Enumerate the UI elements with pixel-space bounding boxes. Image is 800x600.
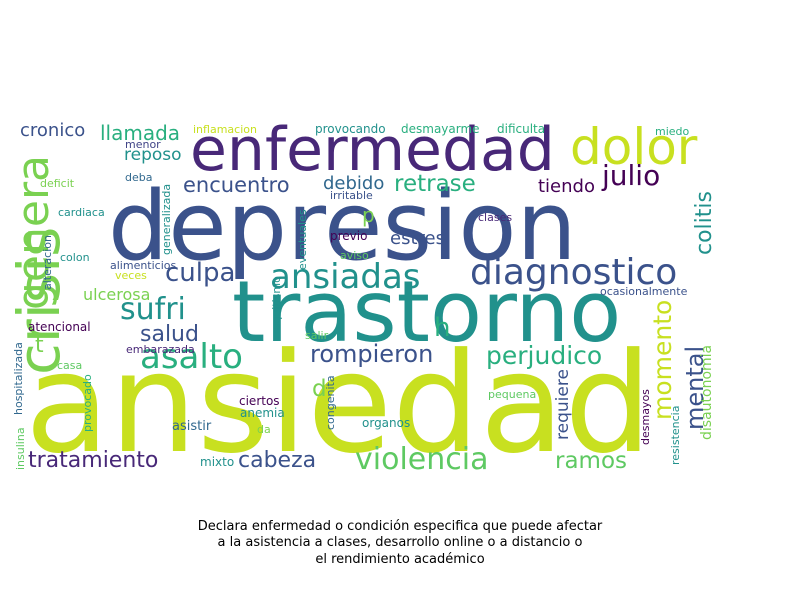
word: cronico [20,120,86,141]
word: cabeza [238,448,317,473]
word: enfermedad [190,115,555,185]
word: alteracion [41,235,54,290]
word: inflamacion [193,123,257,136]
word: h [434,313,451,343]
word: insulina [14,427,27,470]
word: aviso [340,249,369,262]
word: pequena [488,388,537,401]
word: eventuales [296,209,309,270]
word: clases [478,211,513,224]
word: tratamiento [28,448,159,473]
word: dolor [570,118,698,176]
word: organos [362,416,411,430]
word: mixto [200,455,235,469]
word: salir [305,329,329,342]
word: casa [57,359,83,372]
word: depresion [108,172,577,282]
word: ansiadas [270,257,421,297]
word: diagnostico [470,252,678,293]
word: rompieron [310,340,434,368]
word: llamada [100,121,181,145]
word: colon [60,251,90,264]
word: momento [648,299,677,420]
word: veces [115,269,147,282]
word: resistencia [669,405,682,465]
word: deficit [40,177,75,190]
word: disautonomia [699,344,715,440]
word: generalizada [160,183,173,255]
word: retrase [394,171,476,197]
word: provocado [81,374,94,432]
word: requiere [553,369,573,440]
caption-line: a la asistencia a clases, desarrollo onl… [217,535,583,551]
word: asalto [140,337,243,377]
figure-caption: Declara enfermedad o condición especific… [100,519,700,568]
word: raquitismo [270,276,283,335]
word: debido [323,173,385,194]
word: t [35,333,44,358]
word: da [257,423,271,436]
word: irritable [330,189,373,202]
word: atencional [28,320,91,334]
word: ciertos [239,394,280,408]
word: dificulta [497,122,546,136]
word: hospitalizada [12,342,25,415]
word: julio [602,159,661,192]
word: desmayarme [401,122,480,136]
word: anemia [240,406,285,420]
word: cardiaca [58,206,105,219]
word: deba [125,171,153,184]
word: p [362,203,375,227]
word: culpa [165,258,236,288]
word: provocando [315,122,386,136]
word: ulcerosa [83,285,151,304]
word: reposo [124,145,182,165]
word: desmayos [639,389,652,445]
caption-line: el rendimiento académico [315,551,485,567]
word: alimenticios [110,259,177,272]
word: congenita [324,375,337,430]
word: miedo [655,125,690,138]
word: ramos [555,448,628,474]
word: d [312,376,327,402]
word: sufri [120,292,186,327]
word: encuentro [183,173,290,197]
word: estres [390,228,445,249]
word: violencia [355,442,489,477]
word: embarazada [126,343,195,356]
word: colitis [692,191,717,255]
word: salud [140,322,199,347]
word: tiendo [538,176,595,197]
word: ocasionalmente [600,285,688,298]
word: previo [330,229,368,243]
word: perjudico [486,341,603,370]
word: trastorno [232,263,622,362]
caption-line: Declara enfermedad o condición especific… [197,519,603,534]
word: menor [125,138,161,151]
word: ansiedad [25,323,652,484]
word: asistir [172,419,212,434]
